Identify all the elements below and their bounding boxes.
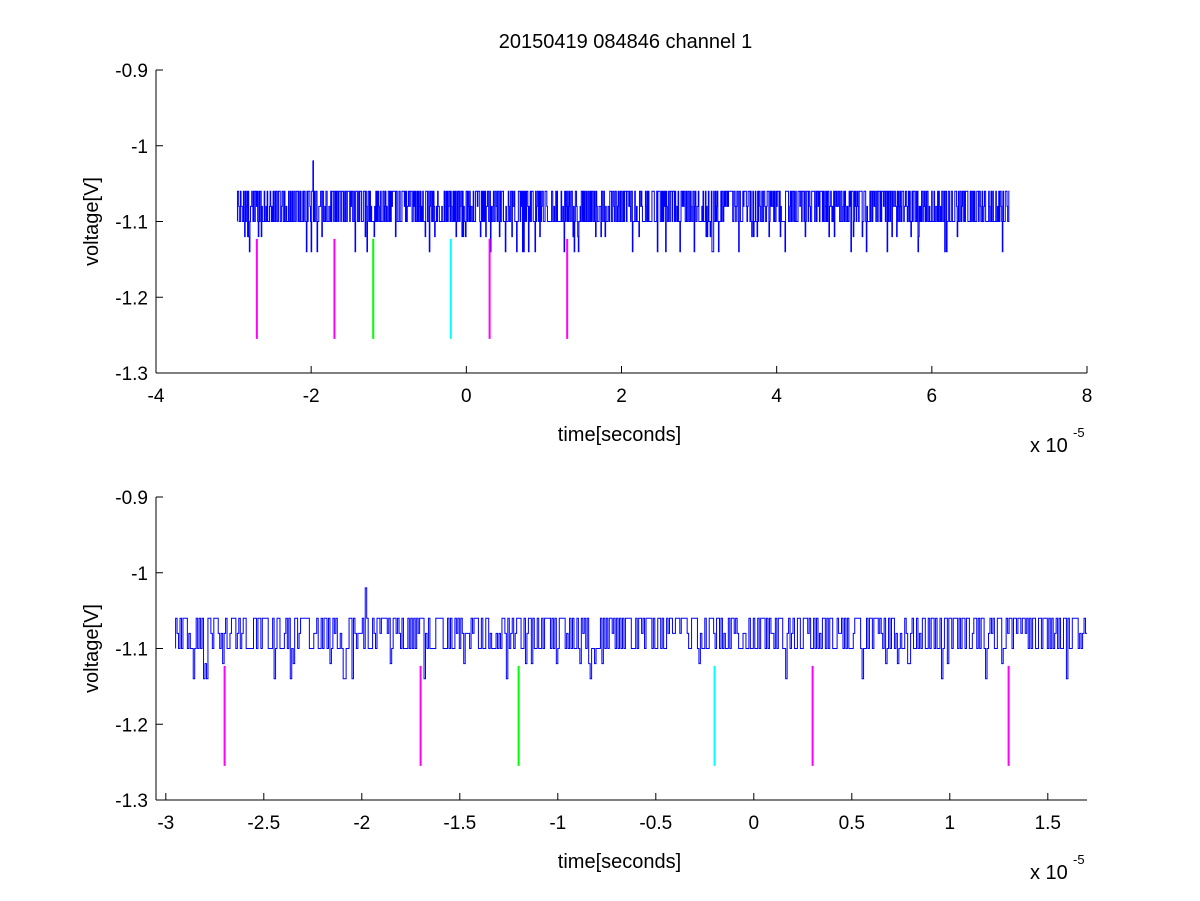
x-tick-label: 0 (749, 813, 760, 834)
x-multiplier-base: x 10 (1030, 862, 1068, 884)
y-tick-label: -0.9 (115, 488, 148, 509)
x-tick-label: 6 (927, 386, 938, 407)
x-tick-label: 1 (945, 813, 956, 834)
x-axis-label: time[seconds] (558, 851, 681, 873)
x-tick-label: 4 (771, 386, 782, 407)
x-multiplier-exponent: -5 (1073, 852, 1085, 867)
x-tick-label: -3 (157, 813, 174, 834)
y-axis-label: voltage[V] (81, 604, 103, 693)
chart-title: 20150419 084846 channel 1 (499, 31, 753, 53)
x-tick-label: -2 (303, 386, 320, 407)
signal-trace (175, 587, 1087, 680)
y-tick-label: -1.3 (115, 364, 148, 385)
x-tick-label: 0 (461, 386, 472, 407)
y-axis-label: voltage[V] (81, 177, 103, 266)
y-tick-label: -1 (131, 564, 148, 585)
bottom-subplot: -3 -2.5 -2 -1.5 -1 -0.5 0 0.5 1 1.5 -0.9 -1 -1.1 -1.2… (81, 488, 1087, 884)
signal-trace (236, 160, 1010, 253)
x-multiplier-base: x 10 (1030, 435, 1068, 457)
x-tick-label: -2 (353, 813, 370, 834)
x-tick-label: -1.5 (443, 813, 476, 834)
x-tick-label: -0.5 (639, 813, 672, 834)
top-subplot: 20150419 084846 channel 1 -4 -2 0 2 4 6 8 -0.9 -1… (81, 31, 1092, 457)
x-tick-label: 2 (616, 386, 627, 407)
x-tick-label: -4 (148, 386, 165, 407)
x-tick-label: 8 (1082, 386, 1093, 407)
x-tick-label: 0.5 (839, 813, 865, 834)
y-tick-label: -1 (131, 137, 148, 158)
y-tick-label: -0.9 (115, 61, 148, 82)
y-tick-label: -1.2 (115, 288, 148, 309)
x-axis-label: time[seconds] (558, 424, 681, 446)
x-multiplier-exponent: -5 (1073, 425, 1085, 440)
x-tick-label: -2.5 (247, 813, 280, 834)
y-tick-label: -1.2 (115, 715, 148, 736)
y-tick-label: -1.1 (115, 640, 148, 661)
y-tick-label: -1.1 (115, 213, 148, 234)
x-tick-label: 1.5 (1035, 813, 1061, 834)
x-tick-label: -1 (549, 813, 566, 834)
y-tick-label: -1.3 (115, 791, 148, 812)
